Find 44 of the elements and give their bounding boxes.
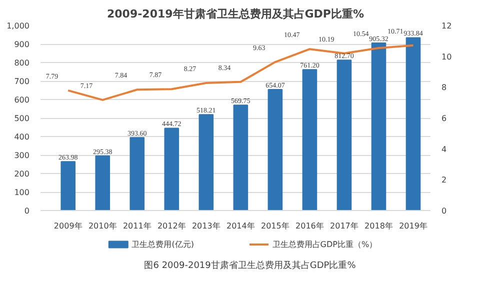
y-tick-label: 700 [14, 77, 30, 86]
y-tick-label: 900 [14, 40, 30, 49]
chart-title: 2009-2019年甘肃省卫生总费用及其占GDP比重% [106, 8, 364, 20]
bar [60, 161, 76, 210]
caption: 图6 2009-2019甘肃省卫生总费用及其占GDP比重% [144, 260, 356, 273]
x-tick-label: 2010年 [88, 222, 117, 230]
x-tick-label: 2012年 [157, 222, 186, 230]
bar [233, 104, 248, 210]
x-tick-label: 2019年 [399, 222, 428, 230]
x-tick-label: 2018年 [364, 222, 393, 230]
legend-label: 卫生总费用(亿元) [132, 240, 194, 249]
x-tick-label: 2015年 [261, 222, 290, 230]
x-tick-label: 2009年 [54, 222, 82, 230]
x-tick-label: 2014年 [226, 222, 255, 230]
bar [95, 155, 110, 210]
bar [268, 88, 283, 210]
y2-tick-label: 4 [442, 144, 447, 154]
y-tick-label: 1,000 [6, 22, 30, 30]
bar [406, 37, 421, 210]
y2-tick-label: 0 [442, 206, 447, 216]
y-tick-label: 500 [14, 114, 30, 123]
y2-tick-label: 12 [442, 22, 452, 30]
bar [302, 69, 318, 210]
y-tick-label: 0 [24, 206, 30, 216]
y2-tick-label: 2 [442, 176, 447, 185]
y-tick-label: 300 [14, 151, 30, 160]
y2-tick-label: 6 [442, 114, 447, 123]
bar [164, 128, 180, 210]
x-tick-label: 2011年 [122, 222, 152, 230]
legend-label: 卫生总费用占GDP比重（%） [272, 240, 378, 249]
bar [336, 60, 352, 210]
x-tick-label: 2013年 [192, 222, 220, 230]
bar [130, 137, 145, 210]
bar [198, 114, 214, 210]
x-tick-label: 2016年 [296, 222, 324, 230]
y-tick-label: 100 [14, 188, 30, 197]
y-tick-label: 600 [14, 96, 30, 104]
y2-tick-label: 10 [442, 52, 452, 62]
y-tick-label: 800 [14, 58, 30, 68]
x-tick-label: 2017年 [330, 222, 358, 230]
y-tick-label: 200 [14, 170, 30, 178]
y-tick-label: 400 [14, 132, 30, 142]
y2-tick-label: 8 [442, 83, 447, 92]
bar [371, 42, 386, 210]
